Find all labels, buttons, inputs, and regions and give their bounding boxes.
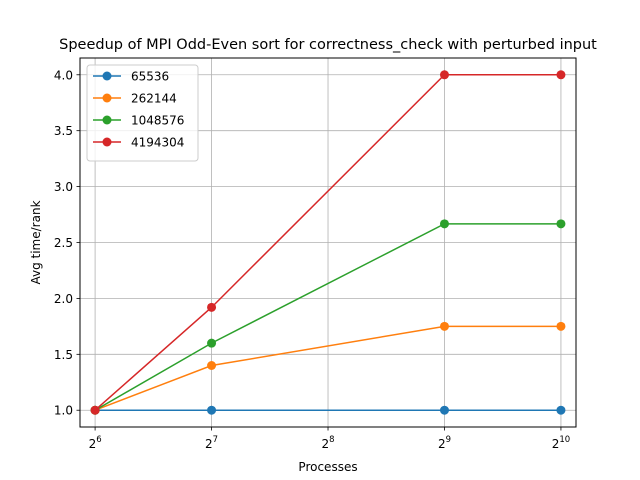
x-tick-label: 29 (438, 435, 451, 451)
data-point (90, 405, 100, 415)
y-tick-label: 3.0 (54, 180, 73, 194)
data-point (207, 302, 217, 312)
data-point (556, 321, 566, 331)
data-point (439, 219, 449, 229)
data-point (439, 70, 449, 80)
data-point (556, 219, 566, 229)
y-tick-label: 3.5 (54, 124, 73, 138)
data-point (207, 338, 217, 348)
x-axis-label: Processes (298, 460, 357, 474)
legend-label: 262144 (131, 92, 177, 106)
legend-label: 1048576 (131, 114, 184, 128)
series-line (94, 74, 561, 411)
legend: 65536 262144 1048576 4194304 (86, 64, 199, 162)
x-tick-label: 27 (205, 435, 218, 451)
y-tick-label: 1.5 (54, 348, 73, 362)
legend-swatch-marker (102, 93, 112, 103)
legend-label: 65536 (131, 70, 169, 84)
data-point (556, 405, 566, 415)
y-tick-label: 2.0 (54, 292, 73, 306)
legend-swatch-marker (102, 137, 112, 147)
legend-swatch-marker (102, 115, 112, 125)
x-tick-label: 210 (552, 435, 570, 451)
data-point (207, 405, 217, 415)
series-line (94, 223, 561, 411)
data-point (556, 70, 566, 80)
legend-swatch-marker (102, 71, 112, 81)
data-point (207, 361, 217, 370)
y-tick-label: 1.0 (54, 404, 73, 418)
y-axis-label: Avg time/rank (29, 200, 43, 284)
grid (80, 58, 576, 427)
y-tick-label: 2.5 (54, 236, 73, 250)
series-4194304 (90, 70, 566, 415)
data-point (439, 405, 449, 415)
chart-title: Speedup of MPI Odd-Even sort for correct… (59, 37, 597, 53)
y-axis: 1.0 1.5 2.0 2.5 3.0 3.5 4.0 (54, 68, 80, 418)
y-tick-label: 4.0 (54, 68, 73, 82)
series-layer (90, 70, 566, 415)
legend-label: 4194304 (131, 136, 184, 150)
x-tick-label: 28 (321, 435, 334, 451)
x-axis: 26 27 28 29 210 (89, 427, 570, 451)
legend-box (86, 64, 199, 162)
x-tick-label: 26 (89, 435, 102, 451)
series-line (94, 325, 561, 411)
data-point (439, 321, 449, 331)
